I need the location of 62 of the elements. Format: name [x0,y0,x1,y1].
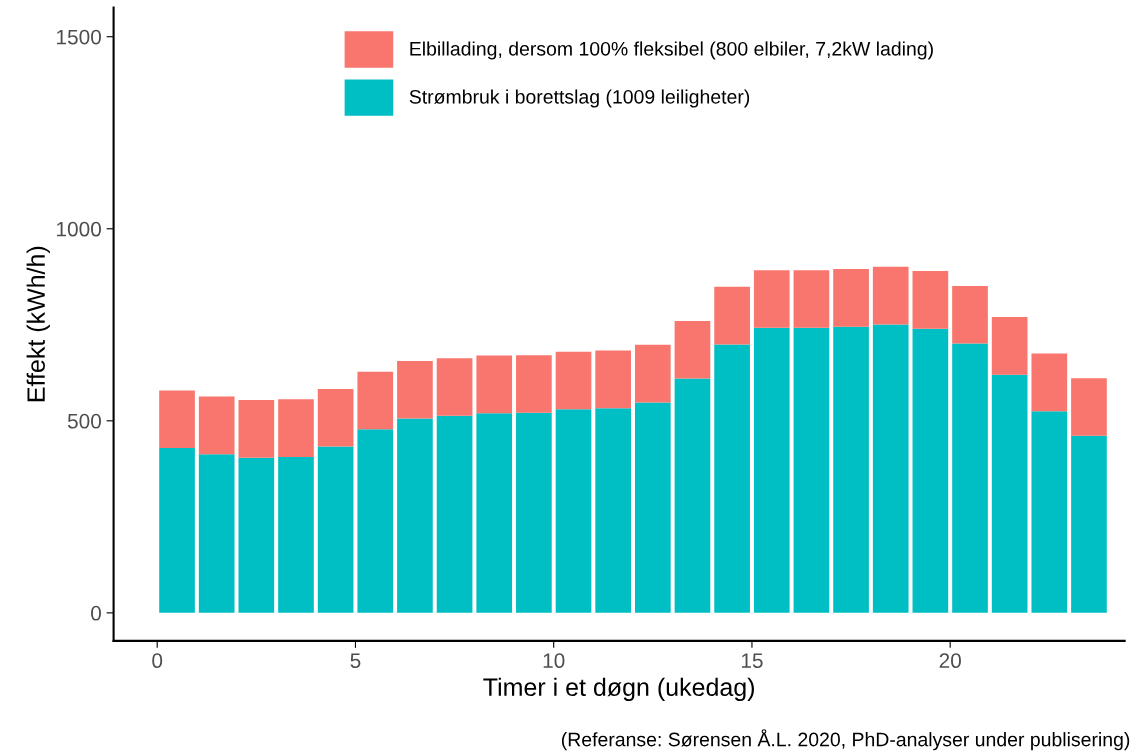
bar [912,328,949,613]
bar [634,402,671,613]
bar [952,343,988,613]
bar [397,360,433,419]
bar [753,327,790,613]
bar [516,412,552,613]
bar [833,269,869,327]
bar [793,327,830,613]
bar [991,374,1028,613]
bar [516,355,552,413]
x-tick-label: 20 [939,653,961,669]
bar [634,344,671,403]
bar [595,350,632,409]
bar [278,399,314,457]
bar [555,409,592,613]
bar [436,358,473,416]
y-tick-label: 1000 [57,221,101,237]
bar [1071,378,1107,436]
y-tick-label: 500 [67,413,101,429]
bar [476,355,513,414]
bar [317,446,354,613]
y-tick-label: 0 [91,605,101,621]
y-tick-label: 1500 [57,29,101,45]
bar [317,388,354,447]
bar [159,390,195,449]
bar [991,317,1028,375]
legend-label: Strømbruk i borettslag (1009 leiligheter) [409,89,750,108]
x-axis-title: Timer i et døgn (ukedag) [483,677,754,701]
bar [793,270,830,328]
bar [555,351,592,410]
bar [238,457,275,613]
bar [912,271,949,329]
bar [674,378,711,613]
legend-label: Elbillading, dersom 100% fleksibel (800 elbiler, 7,2kW lading) [410,41,933,60]
bar [714,286,750,345]
bar [833,326,869,613]
bar [476,413,513,613]
text: (Referanse: Sørensen Å.L. 2020, PhD-analyser under publisering) [561,729,1130,751]
bar [595,408,632,613]
bar [357,371,394,430]
bar [278,456,314,613]
bar [159,448,195,613]
bar [674,320,711,379]
x-tick-label: 15 [741,653,763,669]
bar [1031,411,1068,613]
x-tick-label: 0 [152,653,163,669]
bar [198,454,235,613]
bar [753,270,790,328]
y-axis-title: Effekt (kWh/h) [26,246,50,402]
bar [198,396,235,455]
bar [714,344,750,613]
x-tick-label: 5 [350,653,361,669]
bar [952,286,988,344]
bar [872,266,909,325]
bar [872,324,909,613]
bar [1071,435,1107,613]
x-tick-label: 10 [543,653,565,669]
bar [238,400,275,458]
bar [436,415,473,613]
bar [397,418,433,613]
bar [1031,353,1068,412]
bar [357,429,394,613]
